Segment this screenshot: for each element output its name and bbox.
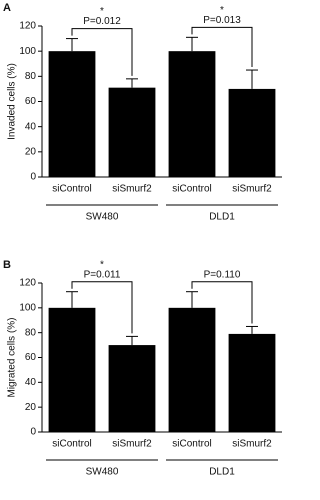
significance-star: * <box>100 6 104 17</box>
x-tick-label: siControl <box>52 439 91 450</box>
y-tick-label: 60 <box>25 352 37 363</box>
y-tick-label: 20 <box>25 402 37 413</box>
p-value: P=0.012 <box>83 16 121 27</box>
x-tick-label: siSmurf2 <box>232 184 272 195</box>
significance-bracket <box>71 281 133 334</box>
y-tick-label: 20 <box>25 146 37 157</box>
significance-bracket <box>191 26 253 68</box>
figure: A Invaded cells (%) 0 20 40 60 80 100 120 siContr… <box>3 2 282 478</box>
bar <box>228 88 276 177</box>
y-tick-label: 100 <box>19 46 36 57</box>
y-tick-label: 60 <box>25 96 37 107</box>
y-axis-label: Migrated cells (%) <box>7 317 18 397</box>
x-tick-label: siControl <box>172 184 211 195</box>
group-label: SW480 <box>86 467 119 478</box>
bar <box>168 307 216 432</box>
bar <box>228 333 276 432</box>
x-tick-label: siControl <box>52 184 91 195</box>
y-tick-label: 80 <box>25 71 37 82</box>
bar <box>168 51 216 177</box>
y-tick-label: 100 <box>19 302 36 313</box>
y-tick-label: 80 <box>25 327 37 338</box>
y-tick-label: 120 <box>19 21 36 32</box>
significance-bracket <box>71 28 133 76</box>
y-tick-label: 40 <box>25 121 37 132</box>
significance-star: * <box>220 5 224 16</box>
y-tick-label: 0 <box>30 172 36 183</box>
x-tick-label: siSmurf2 <box>112 439 152 450</box>
bar <box>108 345 156 432</box>
x-tick-label: siSmurf2 <box>232 439 272 450</box>
y-tick-label: 40 <box>25 377 37 388</box>
x-tick-label: siControl <box>172 439 211 450</box>
panel-label: A <box>3 2 11 14</box>
bar <box>48 51 96 177</box>
p-value: P=0.110 <box>204 269 241 280</box>
p-value: P=0.011 <box>84 269 121 280</box>
group-label: SW480 <box>86 212 119 223</box>
p-value: P=0.013 <box>203 15 241 26</box>
group-label: DLD1 <box>209 467 235 478</box>
x-tick-label: siSmurf2 <box>112 184 152 195</box>
bar <box>108 87 156 177</box>
significance-star: * <box>100 259 104 270</box>
y-tick-label: 0 <box>30 427 36 438</box>
y-axis-label: Invaded cells (%) <box>7 63 18 140</box>
group-label: DLD1 <box>209 212 235 223</box>
significance-bracket <box>191 281 253 324</box>
y-tick-label: 120 <box>19 278 36 289</box>
panel-label: B <box>3 259 11 271</box>
bar <box>48 307 96 432</box>
